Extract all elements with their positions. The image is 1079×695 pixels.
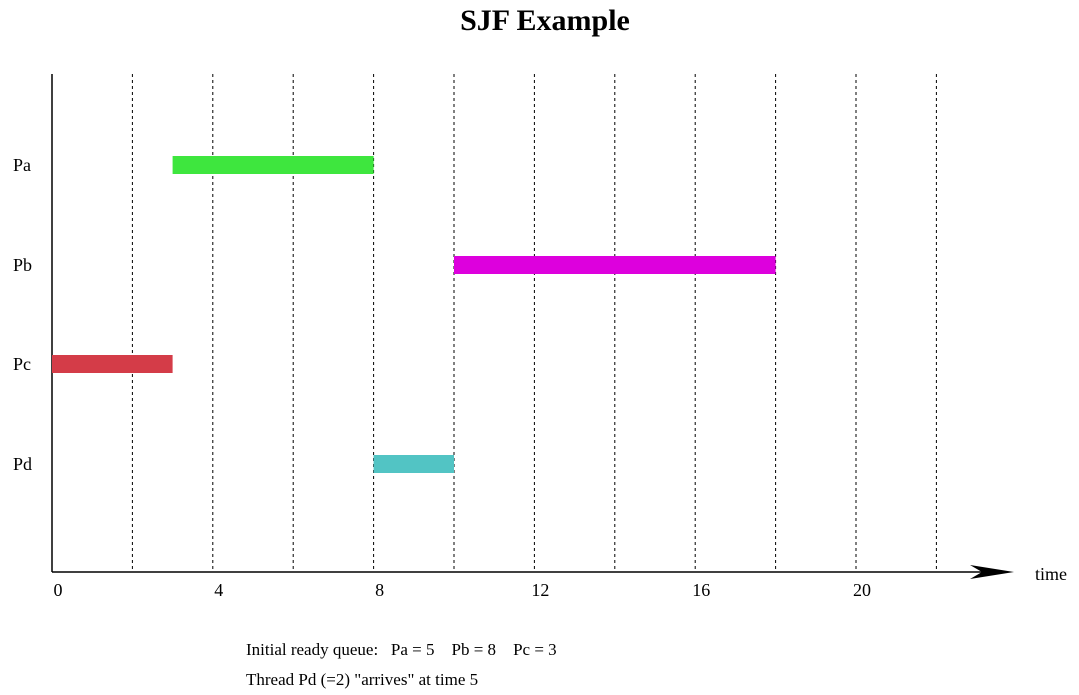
x-tick-label: 0 <box>54 580 63 600</box>
x-tick-label: 8 <box>375 580 384 600</box>
chart-title: SJF Example <box>460 4 630 37</box>
bar-pc <box>52 355 173 373</box>
bar-pa <box>172 156 374 174</box>
queue-item: Pb = 8 <box>451 640 497 659</box>
row-label-pd: Pd <box>13 454 32 474</box>
bars <box>52 156 776 473</box>
bar-pd <box>373 455 454 473</box>
grid-lines <box>131 74 937 572</box>
queue-item: Pa = 5 <box>390 640 435 659</box>
x-axis-label: time <box>1035 564 1067 584</box>
axes: time <box>51 74 1067 584</box>
row-label-pa: Pa <box>13 155 31 175</box>
ready-queue-line: Initial ready queue: Pa = 5 Pb = 8 Pc = … <box>246 635 557 665</box>
queue-item: Pc = 3 <box>513 640 557 659</box>
ready-queue-label: Initial ready queue: <box>246 640 379 659</box>
x-tick-label: 4 <box>214 580 223 600</box>
x-tick-label: 20 <box>853 580 871 600</box>
bar-pb <box>454 256 776 274</box>
x-axis-arrowhead <box>970 565 1014 579</box>
x-tick-label: 12 <box>531 580 549 600</box>
arrival-note: Thread Pd (=2) "arrives" at time 5 <box>246 670 479 689</box>
row-label-pb: Pb <box>13 255 32 275</box>
row-labels: Pa Pb Pc Pd <box>13 155 32 474</box>
x-tick-label: 16 <box>692 580 710 600</box>
x-tick-labels: 0 4 8 12 16 20 <box>54 580 872 600</box>
row-label-pc: Pc <box>13 354 31 374</box>
notes: Initial ready queue: Pa = 5 Pb = 8 Pc = … <box>246 635 557 695</box>
gantt-chart: time Pa Pb Pc Pd 0 4 8 12 16 20 <box>13 74 1067 600</box>
